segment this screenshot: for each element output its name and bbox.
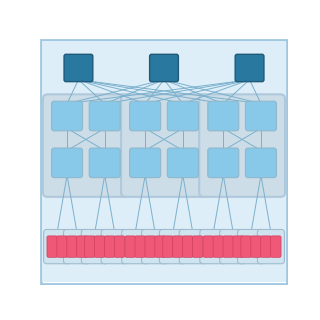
- FancyBboxPatch shape: [47, 236, 57, 257]
- FancyBboxPatch shape: [43, 94, 129, 197]
- FancyBboxPatch shape: [67, 236, 77, 257]
- FancyBboxPatch shape: [199, 94, 285, 197]
- FancyBboxPatch shape: [130, 101, 161, 131]
- FancyBboxPatch shape: [95, 236, 105, 257]
- FancyBboxPatch shape: [203, 236, 214, 257]
- FancyBboxPatch shape: [135, 236, 145, 257]
- FancyBboxPatch shape: [208, 101, 239, 131]
- FancyBboxPatch shape: [57, 236, 67, 257]
- FancyBboxPatch shape: [193, 236, 203, 257]
- FancyBboxPatch shape: [167, 101, 198, 131]
- FancyBboxPatch shape: [220, 229, 247, 264]
- FancyBboxPatch shape: [125, 236, 135, 257]
- FancyBboxPatch shape: [155, 236, 165, 257]
- FancyBboxPatch shape: [200, 229, 227, 264]
- FancyBboxPatch shape: [223, 236, 234, 257]
- FancyBboxPatch shape: [271, 236, 281, 257]
- FancyBboxPatch shape: [233, 236, 244, 257]
- FancyBboxPatch shape: [167, 148, 198, 178]
- FancyBboxPatch shape: [257, 229, 284, 264]
- FancyBboxPatch shape: [251, 236, 261, 257]
- FancyBboxPatch shape: [245, 148, 276, 178]
- FancyBboxPatch shape: [237, 229, 265, 264]
- FancyBboxPatch shape: [81, 229, 108, 264]
- FancyBboxPatch shape: [179, 229, 206, 264]
- FancyBboxPatch shape: [163, 236, 173, 257]
- FancyBboxPatch shape: [235, 54, 264, 82]
- FancyBboxPatch shape: [89, 101, 120, 131]
- FancyBboxPatch shape: [130, 148, 161, 178]
- FancyBboxPatch shape: [89, 148, 120, 178]
- FancyBboxPatch shape: [63, 229, 91, 264]
- FancyBboxPatch shape: [261, 236, 271, 257]
- FancyBboxPatch shape: [101, 229, 128, 264]
- FancyBboxPatch shape: [77, 236, 87, 257]
- FancyBboxPatch shape: [150, 54, 178, 82]
- FancyBboxPatch shape: [183, 236, 193, 257]
- FancyBboxPatch shape: [52, 101, 83, 131]
- FancyBboxPatch shape: [52, 148, 83, 178]
- FancyBboxPatch shape: [44, 229, 71, 264]
- FancyBboxPatch shape: [159, 229, 187, 264]
- FancyBboxPatch shape: [145, 236, 155, 257]
- FancyBboxPatch shape: [173, 236, 183, 257]
- FancyBboxPatch shape: [115, 236, 125, 257]
- FancyBboxPatch shape: [141, 229, 169, 264]
- FancyBboxPatch shape: [245, 101, 276, 131]
- FancyBboxPatch shape: [104, 236, 115, 257]
- FancyBboxPatch shape: [84, 236, 95, 257]
- FancyBboxPatch shape: [213, 236, 224, 257]
- FancyBboxPatch shape: [241, 236, 251, 257]
- FancyBboxPatch shape: [208, 148, 239, 178]
- FancyBboxPatch shape: [122, 229, 149, 264]
- FancyBboxPatch shape: [43, 41, 285, 282]
- FancyBboxPatch shape: [64, 54, 93, 82]
- FancyBboxPatch shape: [41, 40, 287, 284]
- FancyBboxPatch shape: [121, 94, 207, 197]
